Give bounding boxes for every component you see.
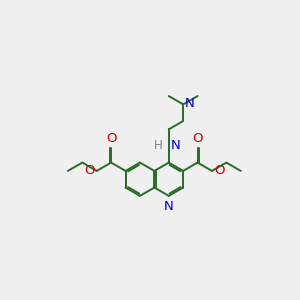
Text: H: H xyxy=(154,139,163,152)
Text: N: N xyxy=(185,97,195,110)
Text: N: N xyxy=(164,200,174,213)
Text: O: O xyxy=(84,164,95,177)
Text: O: O xyxy=(192,132,203,145)
Text: O: O xyxy=(214,164,224,177)
Text: O: O xyxy=(106,132,116,145)
Text: N: N xyxy=(171,139,181,152)
